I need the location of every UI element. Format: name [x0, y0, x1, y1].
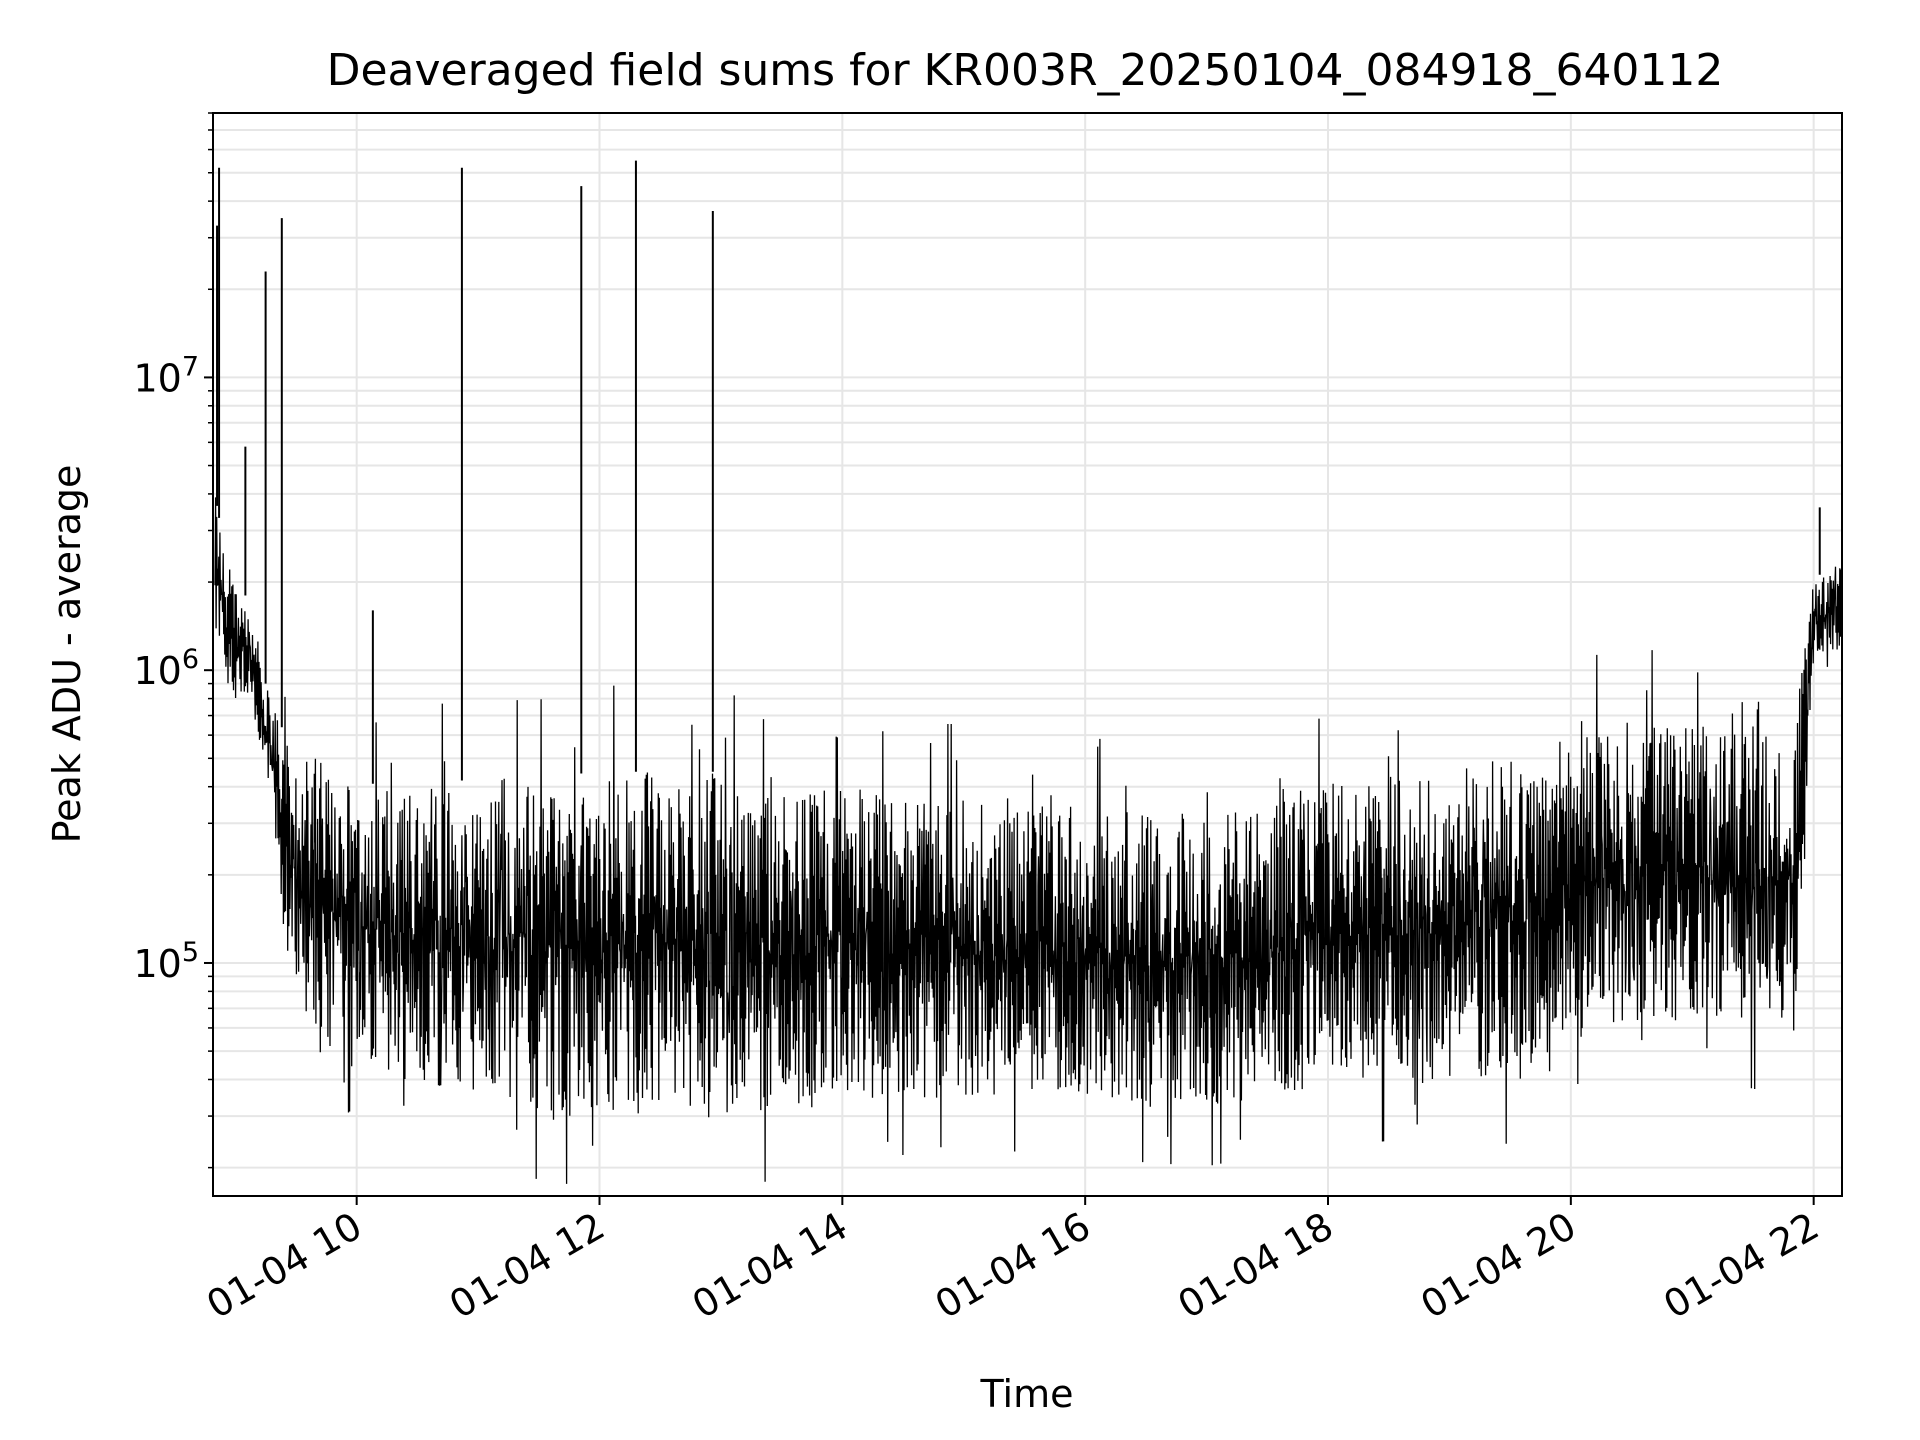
chart-title: Deaveraged field sums for KR003R_2025010… [327, 45, 1724, 96]
series-path [214, 497, 1843, 1184]
y-axis-label: Peak ADU - average [45, 465, 89, 844]
series-line [214, 160, 1843, 1184]
plot-frame [212, 112, 1843, 1197]
x-axis-label: Time [980, 1372, 1074, 1416]
